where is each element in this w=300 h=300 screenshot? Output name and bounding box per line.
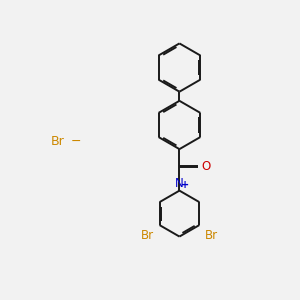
Text: Br: Br xyxy=(51,135,64,148)
Text: O: O xyxy=(202,160,211,173)
Text: N: N xyxy=(175,177,184,190)
Text: Br: Br xyxy=(141,229,154,242)
Text: −: − xyxy=(70,135,81,148)
Text: +: + xyxy=(181,180,189,190)
Text: Br: Br xyxy=(205,229,218,242)
